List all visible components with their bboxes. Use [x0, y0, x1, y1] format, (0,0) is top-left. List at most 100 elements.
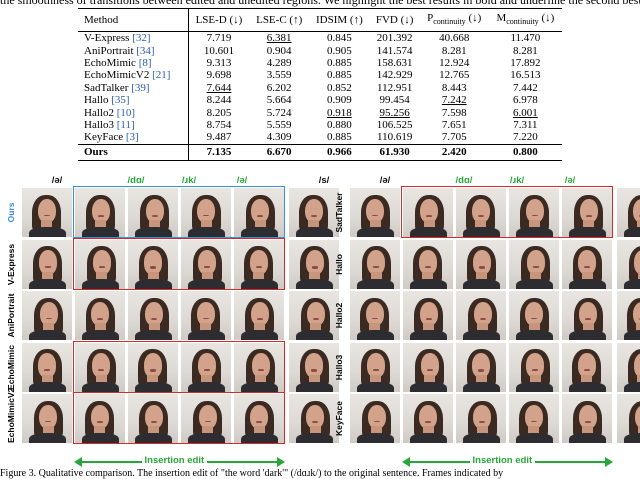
table-header-row: Method LSE-D (↓) LSE-C (↑) IDSIM (↑) FVD… — [78, 8, 562, 32]
video-frame — [562, 188, 612, 237]
video-frame — [403, 291, 453, 340]
video-frame — [75, 342, 125, 392]
video-frame — [403, 394, 453, 443]
video-frame — [289, 342, 339, 392]
arrow-right-icon — [277, 457, 285, 467]
phoneme-label: /ə/ — [236, 175, 248, 186]
video-frame — [128, 342, 178, 392]
insertion-edit-label: Insertion edit — [141, 455, 208, 466]
video-frame — [509, 188, 559, 237]
video-frame — [403, 239, 453, 289]
row-label: AniPortrait — [6, 293, 16, 338]
video-frame — [128, 291, 178, 340]
video-frame — [181, 394, 231, 443]
col-fvd: FVD (↓) — [375, 14, 414, 26]
video-frame — [289, 188, 339, 237]
phoneme-label: /ə/ — [51, 175, 63, 186]
row-label: Hallo — [334, 253, 344, 275]
col-lsed: LSE-D (↓) — [187, 8, 250, 32]
video-frame — [128, 394, 178, 443]
results-table: Method LSE-D (↓) LSE-C (↑) IDSIM (↑) FVD… — [78, 8, 562, 161]
phoneme-label: /s/ — [318, 175, 330, 186]
table-row: Hallo3 [11] 8.754 5.559 0.880 106.525 7.… — [84, 118, 538, 132]
phoneme-label: /ə/ — [379, 175, 391, 186]
video-frame — [234, 188, 284, 237]
video-frame — [350, 342, 400, 392]
video-frame — [234, 342, 284, 392]
row-label: Hallo3 — [334, 354, 344, 380]
video-frame — [22, 239, 72, 289]
video-frame — [22, 394, 72, 443]
video-frame — [403, 188, 453, 237]
phoneme-label: /ɹk/ — [181, 175, 197, 186]
table-row: Hallo [35] 8.244 5.664 0.909 99.454 7.24… — [84, 93, 538, 107]
video-frame — [456, 188, 506, 237]
table-row: EchoMimic [8] 9.313 4.289 0.885 158.631 … — [84, 56, 541, 70]
table-row: KeyFace [3] 9.487 4.309 0.885 110.619 7.… — [84, 131, 538, 145]
video-frame — [617, 291, 640, 340]
table-row: EchoMimicV2 [21] 9.698 3.559 0.885 142.9… — [84, 69, 541, 82]
video-frame — [617, 239, 640, 289]
video-frame — [350, 291, 400, 340]
table-row: SadTalker [39] 7.644 6.202 0.852 112.951… — [84, 81, 538, 94]
row-label: V-Express — [6, 243, 16, 285]
row-label: Ours — [6, 202, 16, 223]
video-frame — [617, 394, 640, 443]
arrow-left-icon — [402, 457, 410, 467]
video-frame — [75, 394, 125, 443]
phoneme-label: /ə/ — [564, 175, 576, 186]
video-frame — [181, 239, 231, 289]
video-frame — [181, 342, 231, 392]
row-label: SadTalker — [334, 192, 344, 233]
video-frame — [128, 239, 178, 289]
video-frame — [456, 291, 506, 340]
video-frame — [456, 394, 506, 443]
video-frame — [403, 342, 453, 392]
figure-caption: Figure 3. Qualitative comparison. The in… — [0, 468, 504, 479]
video-frame — [562, 239, 612, 289]
top-text-line: the smoothness of transitions between ed… — [0, 0, 640, 7]
insertion-edit-label: Insertion edit — [469, 455, 536, 466]
phoneme-label: /dɑ/ — [455, 175, 473, 186]
arrow-left-icon — [74, 457, 82, 467]
video-frame — [22, 291, 72, 340]
video-frame — [350, 394, 400, 443]
video-frame — [181, 291, 231, 340]
video-frame — [617, 342, 640, 392]
video-frame — [562, 342, 612, 392]
video-frame — [75, 188, 125, 237]
table-row-ours: Ours 7.135 6.670 0.966 61.930 2.420 0.80… — [78, 144, 562, 161]
video-frame — [350, 239, 400, 289]
video-frame — [456, 342, 506, 392]
phoneme-label: /s/ — [627, 175, 640, 186]
table-row: V-Express [32] 7.719 6.381 0.845 201.392… — [84, 31, 541, 45]
table-row: Hallo2 [10] 8.205 5.724 0.918 95.256 7.5… — [84, 106, 538, 119]
col-method: Method — [84, 14, 119, 26]
col-mcontinuity: Mcontinuity (↓) — [496, 11, 555, 27]
arrow-right-icon — [605, 457, 613, 467]
video-frame — [181, 188, 231, 237]
phoneme-label: /ɹk/ — [509, 175, 525, 186]
video-frame — [22, 342, 72, 392]
table-row: AniPortrait [34] 10.601 0.904 0.905 141.… — [84, 44, 538, 57]
row-label: Hallo2 — [334, 302, 344, 329]
col-pcontinuity: Pcontinuity (↓) — [427, 11, 482, 27]
col-lsec: LSE-C (↑) — [256, 14, 303, 26]
video-frame — [509, 394, 559, 443]
row-label: EchoMimic — [6, 344, 16, 390]
row-label: KeyFace — [334, 401, 344, 436]
video-frame — [234, 239, 284, 289]
row-label: EchoMimicV2 — [6, 387, 16, 443]
video-frame — [289, 239, 339, 289]
video-frame — [509, 342, 559, 392]
video-frame — [456, 239, 506, 289]
video-frame — [562, 291, 612, 340]
video-frame — [22, 188, 72, 237]
video-frame — [350, 188, 400, 237]
col-idsim: IDSIM (↑) — [315, 14, 363, 26]
video-frame — [509, 239, 559, 289]
video-frame — [562, 394, 612, 443]
video-frame — [289, 394, 339, 443]
video-frame — [289, 291, 339, 340]
video-frame — [509, 291, 559, 340]
